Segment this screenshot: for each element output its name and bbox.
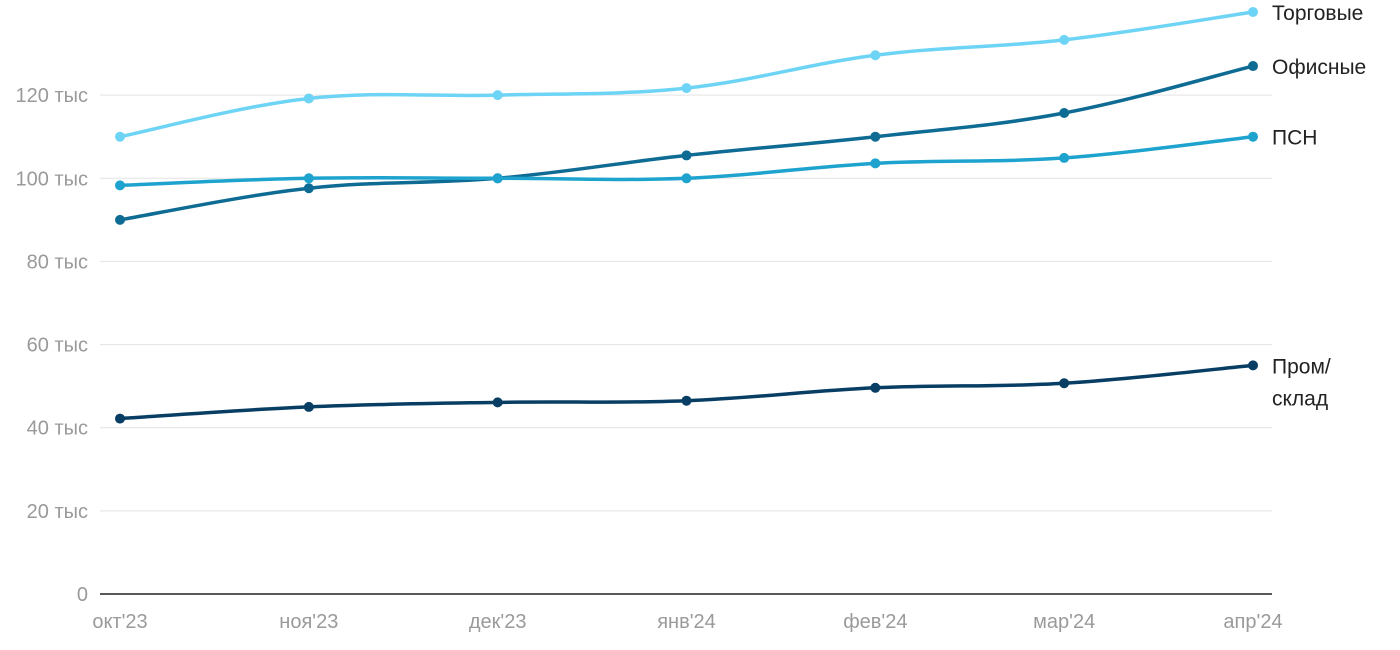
- series-label-trade: Торговые: [1272, 2, 1363, 25]
- series-labels: Торговые Офисные ПСН Пром/склад: [1272, 2, 1366, 410]
- x-tick-label: окт'23: [92, 611, 147, 633]
- x-tick-label: янв'24: [657, 611, 716, 633]
- series-trade: [115, 7, 1258, 142]
- y-tick-label: 0: [77, 584, 88, 606]
- data-point: [492, 397, 503, 408]
- data-point: [492, 90, 503, 101]
- data-point: [303, 93, 314, 104]
- data-point: [303, 173, 314, 184]
- data-point: [1248, 131, 1258, 142]
- data-point: [1059, 34, 1070, 45]
- y-tick-label: 60 тыс: [27, 335, 88, 357]
- y-axis-ticks: 0 20 тыс 40 тыс 60 тыс 80 тыс 100 тыс 120 тыс: [16, 85, 88, 606]
- data-point: [870, 50, 881, 61]
- data-point: [1248, 61, 1258, 72]
- data-point: [870, 382, 881, 393]
- data-point: [681, 83, 692, 94]
- data-point: [115, 214, 125, 225]
- y-tick-label: 20 тыс: [27, 501, 88, 523]
- data-point: [1059, 378, 1070, 389]
- data-point: [870, 158, 881, 169]
- data-point: [115, 413, 125, 424]
- series-label-psn: ПСН: [1272, 127, 1317, 150]
- data-point: [303, 183, 314, 194]
- y-tick-label: 80 тыс: [27, 251, 88, 273]
- y-tick-label: 120 тыс: [16, 85, 88, 107]
- data-point: [1059, 152, 1070, 163]
- data-point: [115, 180, 125, 191]
- data-point: [1248, 360, 1258, 371]
- data-point: [681, 395, 692, 406]
- series-industrial: [115, 360, 1258, 424]
- data-point: [1059, 108, 1070, 119]
- series-line-industrial: [118, 363, 1255, 421]
- x-tick-label: дек'23: [469, 611, 527, 633]
- x-axis-ticks: окт'23 ноя'23 дек'23 янв'24 фев'24 мар'24 апр'…: [92, 611, 1282, 633]
- data-point: [681, 173, 692, 184]
- series-psn: [115, 131, 1258, 191]
- data-point: [115, 131, 125, 142]
- y-tick-label: 40 тыс: [27, 418, 88, 440]
- data-point: [870, 131, 881, 142]
- y-tick-label: 100 тыс: [16, 168, 88, 190]
- series-line-trade: [118, 10, 1255, 139]
- x-tick-label: ноя'23: [279, 611, 338, 633]
- x-tick-label: мар'24: [1033, 611, 1095, 633]
- data-point: [681, 150, 692, 161]
- series-label-industrial: Пром/склад: [1272, 355, 1331, 410]
- data-point: [303, 401, 314, 412]
- data-point: [1248, 7, 1258, 17]
- x-tick-label: фев'24: [843, 611, 907, 633]
- series: [115, 7, 1258, 424]
- x-tick-label: апр'24: [1223, 611, 1282, 633]
- series-label-office: Офисные: [1272, 56, 1366, 79]
- data-point: [492, 173, 503, 184]
